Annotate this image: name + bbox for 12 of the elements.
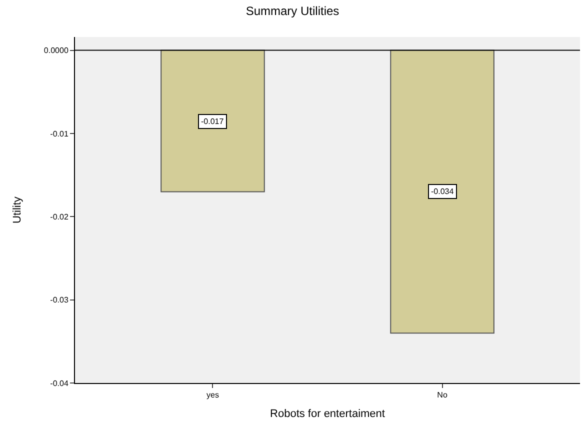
- chart-title: Summary Utilities: [246, 4, 340, 18]
- y-tick-label: -0.03: [50, 296, 69, 305]
- data-label: -0.034: [431, 187, 454, 196]
- y-tick-label: -0.04: [50, 378, 69, 388]
- x-axis-title: Robots for entertaiment: [270, 408, 385, 420]
- y-axis-title: Utility: [12, 196, 24, 224]
- y-tick-label: 0.0000: [44, 46, 69, 56]
- y-tick-label: -0.02: [50, 212, 69, 222]
- x-tick-label: No: [437, 390, 448, 400]
- x-tick-label: yes: [206, 390, 219, 400]
- data-label: -0.017: [201, 117, 224, 126]
- y-tick-label: -0.01: [50, 129, 69, 138]
